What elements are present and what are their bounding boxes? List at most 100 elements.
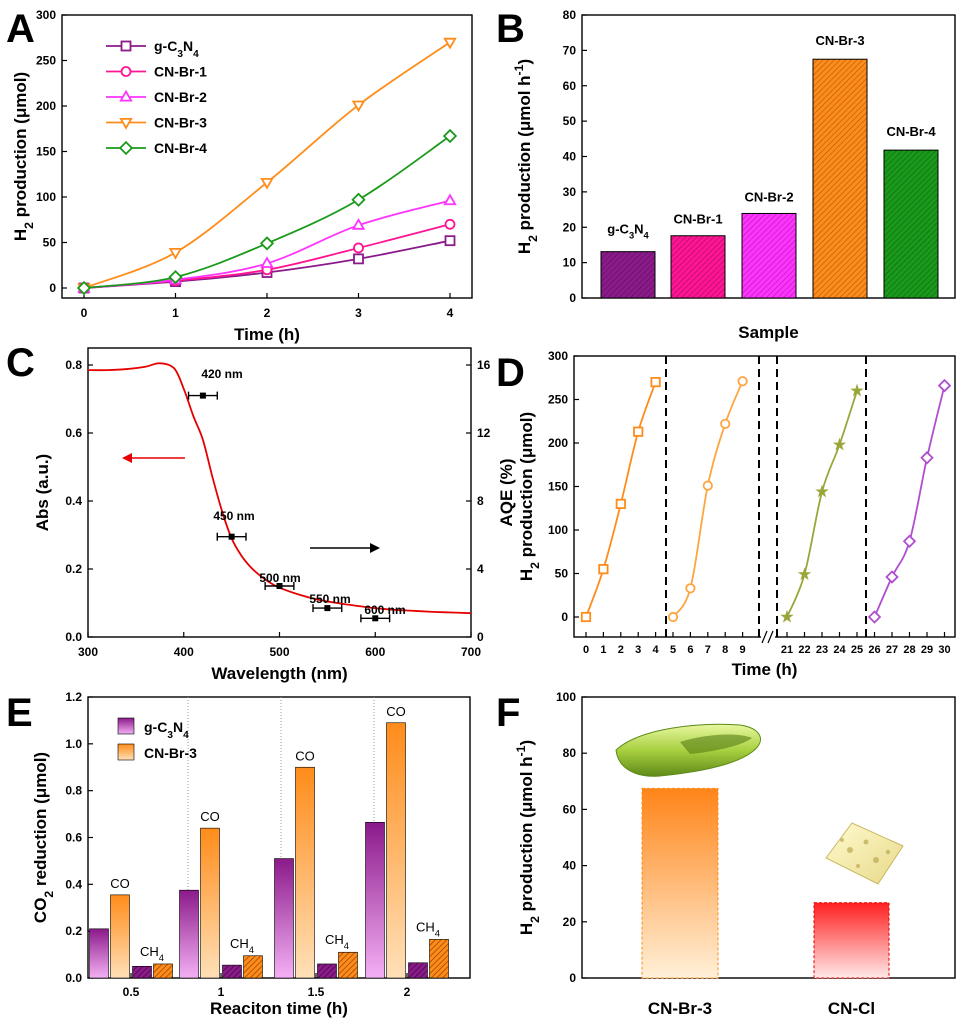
data-point — [443, 37, 457, 50]
data-point — [443, 193, 457, 206]
ch4-label: CH4 — [416, 919, 440, 938]
aqe-label: 420 nm — [201, 367, 242, 381]
y-tick-label: 40 — [563, 150, 577, 164]
x-tick-label: 700 — [461, 645, 481, 659]
arrow-right-head — [370, 543, 380, 553]
y-tick-label: 50 — [43, 236, 57, 250]
y-tick-label: 10 — [563, 256, 577, 270]
aqe-point — [199, 392, 206, 399]
x-tick-label: 27 — [886, 644, 898, 656]
cycle-line — [786, 390, 858, 618]
y-tick-label: 0.4 — [65, 877, 82, 891]
bar-CN-Br-3-CH4 — [153, 963, 173, 979]
co-label: CO — [386, 704, 406, 719]
panel-label-e: E — [6, 691, 33, 735]
y-tick-label: 150 — [548, 480, 568, 494]
x-category-label: CN-Cl — [828, 999, 875, 1018]
y-tick-label: 100 — [556, 690, 576, 704]
data-point — [168, 269, 183, 285]
x-tick-label: 2 — [264, 306, 271, 320]
x-tick-label: 9 — [740, 644, 746, 656]
plot-frame — [581, 696, 956, 979]
x-axis-label: Time (h) — [234, 325, 300, 344]
nanosheet-pore — [885, 849, 891, 855]
bar-g-C3N4-CH4 — [317, 963, 337, 979]
legend-label: CN-Br-4 — [154, 140, 207, 156]
x-tick-label: 21 — [781, 644, 793, 656]
y2-tick-label: 0 — [477, 630, 484, 644]
bar-g-C3N4 — [600, 251, 656, 299]
data-point — [702, 480, 713, 491]
bar-label: g-C3N4 — [607, 222, 649, 241]
bar-CN-Br-3-CH4 — [338, 951, 358, 979]
legend-marker — [120, 40, 132, 52]
bar-label: CN-Br-1 — [673, 212, 722, 227]
data-point — [168, 248, 183, 260]
absorbance-curve — [87, 362, 472, 615]
panel-label-a: A — [6, 7, 35, 51]
bar-CN-Br-3 — [295, 766, 315, 979]
x-tick-label: 6 — [687, 644, 693, 656]
x-tick-label: 0 — [81, 306, 88, 320]
x-tick-label: 4 — [447, 306, 454, 320]
nanosheet-pore — [863, 839, 869, 845]
panel-label-d: D — [496, 351, 525, 395]
arrow-left-head — [122, 453, 132, 463]
plot-frame — [87, 347, 472, 638]
y-tick-label: 200 — [548, 436, 568, 450]
legend-label: g-C3N4 — [144, 719, 189, 741]
y2-tick-label: 12 — [477, 426, 491, 440]
y-axis-label: CO2 reduction (μmol) — [31, 752, 56, 923]
legend-marker — [119, 89, 133, 102]
bar-CN-Br-3 — [812, 58, 868, 299]
plot-frame — [573, 355, 956, 638]
aqe-point — [228, 533, 235, 540]
y-tick-label: 50 — [555, 567, 569, 581]
y-tick-label: 0.2 — [65, 924, 82, 938]
bar-label: CN-Br-3 — [815, 33, 864, 48]
legend-marker — [120, 66, 132, 77]
data-point — [633, 426, 644, 437]
bar-g-C3N4-CH4 — [222, 964, 242, 979]
x-axis-label: Time (h) — [732, 660, 798, 679]
y-tick-label: 0.0 — [65, 971, 82, 985]
bar-CN-Br-2 — [741, 212, 797, 299]
y-tick-label: 1.2 — [65, 690, 82, 704]
x-tick-label: 22 — [798, 644, 810, 656]
x-tick-label: 24 — [833, 644, 846, 656]
aqe-point — [324, 605, 331, 612]
data-point — [615, 498, 626, 510]
aqe-label: 550 nm — [309, 592, 350, 606]
y-tick-label: 1.0 — [65, 737, 82, 751]
x-tick-label: 30 — [938, 644, 950, 656]
data-point — [259, 236, 275, 251]
data-point — [850, 383, 864, 397]
data-point — [920, 451, 934, 465]
legend-label: g-C3N4 — [154, 38, 199, 60]
co-label: CO — [110, 876, 130, 891]
aqe-label: 450 nm — [213, 509, 254, 523]
data-point — [351, 192, 366, 207]
x-axis-label: Reaciton time (h) — [210, 999, 348, 1018]
x-tick-label: 1.5 — [308, 985, 325, 999]
data-point — [353, 253, 364, 265]
bar-CN-Br-4 — [883, 149, 939, 299]
bar-CN-Br-1 — [670, 235, 726, 299]
y-tick-label: 60 — [563, 802, 577, 816]
legend-label: CN-Br-3 — [154, 115, 207, 131]
nanosheet-body — [825, 822, 904, 885]
data-point — [260, 177, 274, 190]
y-axis-label: Abs (a.u.) — [33, 454, 52, 531]
legend-label: CN-Br-3 — [144, 745, 197, 761]
y2-axis-label: AQE (%) — [497, 459, 516, 527]
x-tick-label: 500 — [269, 645, 289, 659]
bar-g-C3N4-CH4 — [408, 962, 428, 979]
data-point — [442, 128, 458, 144]
nanosheet-pore — [873, 857, 879, 863]
bar-g-C3N4 — [365, 821, 385, 979]
data-point — [867, 610, 882, 624]
nanosheet-pore — [840, 838, 844, 842]
y-tick-label: 0.6 — [65, 831, 82, 845]
legend-marker — [119, 118, 133, 130]
